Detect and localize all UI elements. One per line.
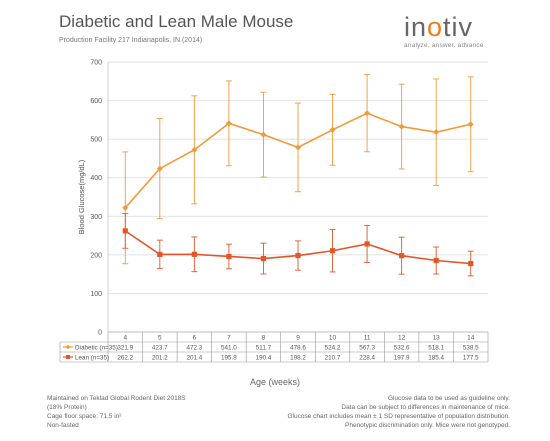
data-point: [157, 251, 163, 257]
data-point: [329, 248, 336, 254]
table-cell: 177.5: [463, 354, 479, 361]
table-cell: 472.3: [186, 344, 202, 351]
data-point: [122, 204, 129, 211]
page-subtitle: Production Facility 217 Indianapolis, IN…: [59, 37, 203, 44]
table-cell: 321.9: [117, 344, 133, 351]
data-point: [156, 165, 163, 172]
x-tick-label: 13: [433, 335, 441, 342]
x-tick-label: 14: [467, 335, 475, 342]
table-cell: 541.0: [221, 344, 237, 351]
data-point: [260, 255, 267, 262]
table-cell: 538.5: [463, 344, 479, 351]
data-point: [468, 260, 474, 267]
footer-note: Data can be subject to differences in ma…: [341, 404, 510, 411]
table-cell: 210.7: [325, 354, 341, 361]
footer-note: Glucose chart includes mean ± 1 SD repre…: [287, 413, 510, 420]
data-point: [225, 120, 232, 127]
x-axis-title: Age (weeks): [249, 377, 301, 387]
x-tick-label: 10: [329, 335, 337, 342]
y-tick-label: 100: [90, 291, 102, 298]
data-point: [122, 228, 128, 234]
data-point: [364, 110, 371, 117]
table-cell: 262.2: [117, 354, 133, 361]
x-tick-label: 11: [364, 335, 371, 342]
legend-marker: [66, 355, 70, 359]
footer-notes-left: Maintained on Teklad Global Rodent Diet …: [47, 394, 186, 430]
footer-note: Phenotypic discrimination only. Mice wer…: [345, 422, 510, 429]
data-point: [329, 126, 336, 133]
data-point: [433, 257, 439, 264]
table-cell: 195.8: [221, 354, 237, 361]
x-tick-label: 8: [262, 335, 266, 342]
data-point: [433, 129, 440, 136]
footer-note: Cage floor space: 71.5 in²: [47, 413, 122, 420]
table-cell: 423.7: [152, 344, 168, 351]
data-point: [226, 253, 232, 260]
data-point: [364, 241, 370, 247]
table-cell: 190.4: [256, 354, 272, 361]
legend-marker: [65, 344, 71, 350]
data-point: [295, 252, 301, 259]
table-cell: 518.1: [428, 344, 444, 351]
y-tick-label: 300: [90, 214, 102, 221]
x-tick-label: 7: [227, 335, 231, 342]
legend-entry: Lean (n=35): [75, 354, 109, 361]
logo-tagline: analyze. answer. advance: [404, 42, 484, 49]
table-cell: 524.2: [325, 344, 341, 351]
footer-note: (18% Protein): [47, 404, 87, 411]
y-tick-label: 200: [90, 252, 102, 259]
x-tick-label: 5: [158, 335, 162, 342]
x-tick-label: 12: [398, 335, 406, 342]
y-tick-label: 500: [90, 137, 102, 144]
table-cell: 567.3: [359, 344, 375, 351]
footer-note: Non-fasted: [47, 422, 79, 429]
footer-note: Glucose data to be used as guideline onl…: [387, 395, 510, 402]
data-point: [295, 144, 301, 151]
table-cell: 201.2: [152, 354, 168, 361]
data-point: [191, 251, 197, 257]
y-axis-title: Blood Glucose(mg/dL): [77, 159, 86, 234]
data-point: [467, 121, 474, 128]
logo-wordmark: inotiv: [404, 12, 474, 42]
y-tick-label: 600: [90, 98, 102, 105]
page-title: Diabetic and Lean Male Mouse: [59, 12, 294, 31]
x-tick-label: 4: [123, 335, 127, 342]
y-tick-label: 0: [98, 330, 102, 337]
y-tick-label: 400: [90, 175, 102, 182]
table-cell: 185.4: [428, 354, 444, 361]
y-tick-label: 700: [90, 60, 102, 67]
table-cell: 511.7: [256, 344, 272, 351]
data-point: [399, 253, 405, 259]
inotiv-logo: inotiv analyze. answer. advance: [404, 12, 494, 50]
table-cell: 198.2: [290, 354, 306, 361]
table-cell: 478.6: [290, 344, 306, 351]
table-cell: 228.4: [359, 354, 375, 361]
x-tick-label: 6: [193, 335, 197, 342]
footer-notes-right: Glucose data to be used as guideline onl…: [287, 394, 510, 430]
x-tick-label: 9: [296, 335, 300, 342]
footer-note: Maintained on Teklad Global Rodent Diet …: [47, 395, 186, 402]
table-cell: 201.4: [186, 354, 202, 361]
table-cell: 197.9: [394, 354, 410, 361]
data-point: [260, 131, 267, 138]
legend-entry: Diabetic (n=35): [75, 344, 118, 351]
data-point: [398, 123, 405, 130]
data-point: [191, 146, 198, 153]
table-cell: 532.6: [394, 344, 410, 351]
